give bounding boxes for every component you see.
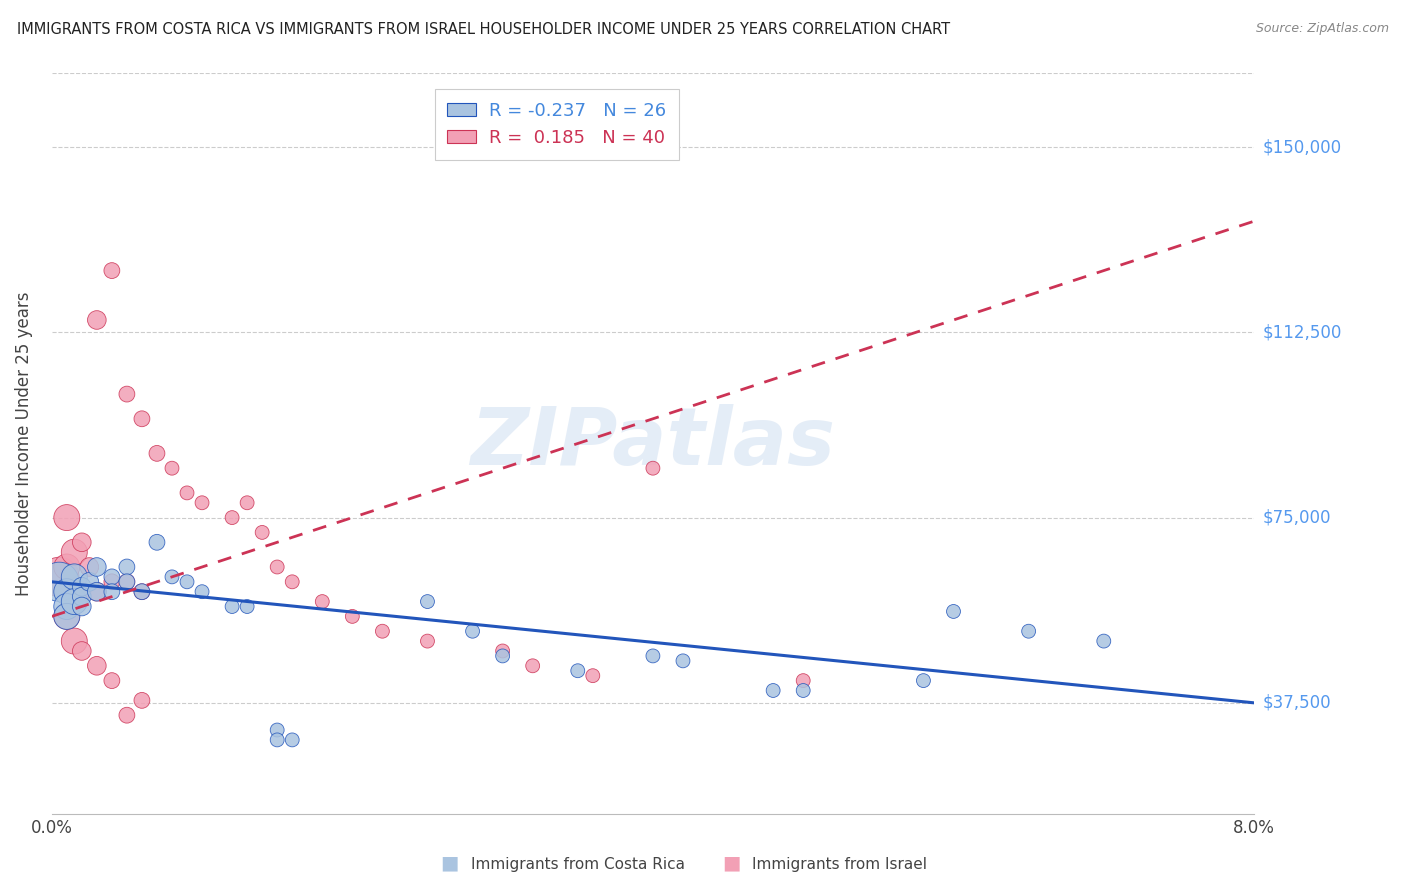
Point [55, 560, 77, 574]
Point [236, 496, 259, 510]
Point [86, 584, 108, 599]
Point [86, 658, 108, 673]
Point [101, 570, 124, 584]
Point [250, 525, 273, 540]
Point [236, 599, 259, 614]
Point [131, 411, 153, 425]
Y-axis label: Householder Income Under 25 years: Householder Income Under 25 years [15, 292, 32, 596]
Point [942, 604, 965, 618]
Point [131, 584, 153, 599]
Point [55, 584, 77, 599]
Point [342, 609, 364, 624]
Point [912, 673, 935, 688]
Legend: R = -0.237   N = 26, R =  0.185   N = 40: R = -0.237 N = 26, R = 0.185 N = 40 [434, 89, 679, 160]
Point [191, 496, 214, 510]
Point [371, 624, 394, 639]
Text: Immigrants from Costa Rica: Immigrants from Costa Rica [471, 857, 685, 872]
Point [115, 574, 138, 589]
Point [55, 609, 77, 624]
Point [86, 584, 108, 599]
Text: ZIPatlas: ZIPatlas [471, 404, 835, 483]
Point [221, 599, 243, 614]
Point [131, 693, 153, 707]
Point [311, 594, 333, 608]
Point [101, 263, 124, 277]
Point [641, 461, 664, 475]
Point [63, 634, 86, 648]
Text: IMMIGRANTS FROM COSTA RICA VS IMMIGRANTS FROM ISRAEL HOUSEHOLDER INCOME UNDER 25: IMMIGRANTS FROM COSTA RICA VS IMMIGRANTS… [17, 22, 950, 37]
Point [63, 594, 86, 608]
Point [792, 673, 814, 688]
Point [55, 609, 77, 624]
Point [115, 387, 138, 401]
Point [672, 654, 695, 668]
Point [1018, 624, 1040, 639]
Point [522, 658, 544, 673]
Point [176, 574, 198, 589]
Point [70, 599, 93, 614]
Point [567, 664, 589, 678]
Text: ■: ■ [721, 854, 741, 872]
Point [79, 560, 101, 574]
Point [70, 590, 93, 604]
Point [160, 461, 183, 475]
Point [63, 545, 86, 559]
Point [281, 732, 304, 747]
Point [792, 683, 814, 698]
Point [70, 580, 93, 594]
Text: $150,000: $150,000 [1263, 138, 1341, 156]
Point [762, 683, 785, 698]
Point [55, 510, 77, 524]
Point [63, 570, 86, 584]
Point [266, 560, 288, 574]
Point [266, 723, 288, 737]
Text: $75,000: $75,000 [1263, 508, 1331, 526]
Point [86, 560, 108, 574]
Point [146, 535, 169, 549]
Point [101, 673, 124, 688]
Point [115, 574, 138, 589]
Point [115, 560, 138, 574]
Point [221, 510, 243, 524]
Point [101, 574, 124, 589]
Text: Immigrants from Israel: Immigrants from Israel [752, 857, 927, 872]
Point [101, 584, 124, 599]
Text: ■: ■ [440, 854, 460, 872]
Point [86, 313, 108, 327]
Point [131, 584, 153, 599]
Point [55, 599, 77, 614]
Point [266, 732, 288, 747]
Point [191, 584, 214, 599]
Point [176, 486, 198, 500]
Point [70, 535, 93, 549]
Point [582, 668, 605, 682]
Point [160, 570, 183, 584]
Text: $37,500: $37,500 [1263, 694, 1331, 712]
Point [461, 624, 484, 639]
Point [641, 648, 664, 663]
Point [115, 708, 138, 723]
Text: $112,500: $112,500 [1263, 323, 1341, 342]
Point [416, 634, 439, 648]
Point [79, 574, 101, 589]
Point [70, 644, 93, 658]
Point [416, 594, 439, 608]
Text: Source: ZipAtlas.com: Source: ZipAtlas.com [1256, 22, 1389, 36]
Point [1092, 634, 1115, 648]
Point [48, 570, 70, 584]
Point [281, 574, 304, 589]
Point [48, 574, 70, 589]
Point [491, 644, 513, 658]
Point [491, 648, 513, 663]
Point [70, 584, 93, 599]
Point [146, 446, 169, 460]
